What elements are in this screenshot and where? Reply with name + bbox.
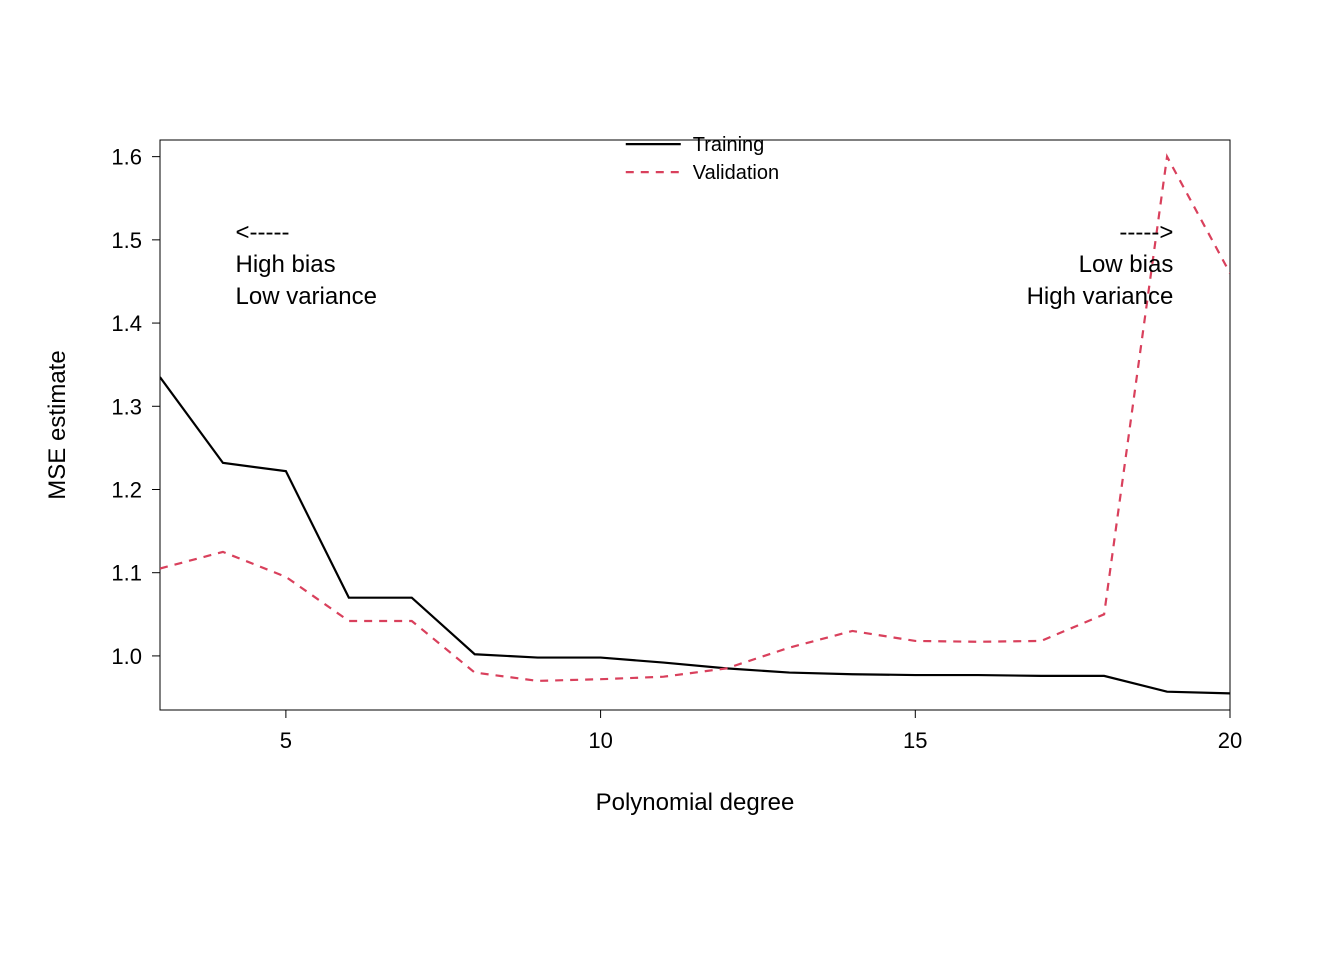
x-tick-label: 15 [903, 728, 927, 753]
chart-container: 5 10 15 20 1.0 1.1 1.2 1.3 1.4 1.5 1.6 Polynomial d… [0, 0, 1344, 960]
x-axis-label: Polynomial degree [596, 789, 795, 816]
x-tick-label: 5 [280, 728, 292, 753]
x-tick-label: 10 [588, 728, 612, 753]
y-tick-label: 1.4 [111, 311, 142, 336]
low-bias-annotation-line0: -----> [1119, 219, 1173, 246]
y-axis-label: MSE estimate [44, 350, 71, 499]
bias-variance-chart: 5 10 15 20 1.0 1.1 1.2 1.3 1.4 1.5 1.6 Polynomial d… [0, 0, 1344, 960]
y-tick-label: 1.2 [111, 477, 142, 502]
y-tick-label: 1.1 [111, 561, 142, 586]
high-bias-annotation-line1: High bias [236, 251, 336, 278]
y-tick-label: 1.6 [111, 145, 142, 170]
legend-training-label: Training [693, 134, 765, 156]
low-bias-annotation-line1: Low bias [1079, 251, 1174, 278]
x-tick-label: 20 [1218, 728, 1242, 753]
y-tick-label: 1.3 [111, 394, 142, 419]
high-bias-annotation-line0: <----- [236, 219, 290, 246]
low-bias-annotation-line2: High variance [1027, 283, 1174, 310]
y-tick-label: 1.0 [111, 644, 142, 669]
high-bias-annotation-line2: Low variance [236, 283, 377, 310]
legend-validation-label: Validation [693, 162, 779, 184]
y-tick-label: 1.5 [111, 228, 142, 253]
